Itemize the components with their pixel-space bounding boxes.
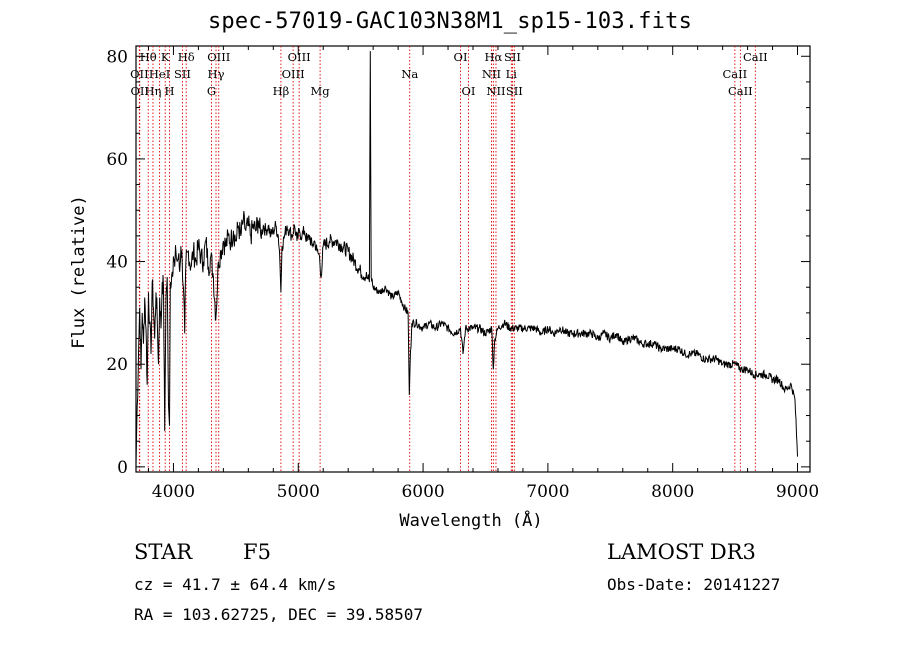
x-tick-label-7000: 7000 [526,482,569,502]
line-label-22: SII [504,50,521,64]
line-label-20: NII [482,67,501,81]
y-tick-label-20: 20 [106,355,128,375]
x-tick-label-8000: 8000 [651,482,694,502]
plot-frame [135,45,811,473]
y-tick-label-60: 60 [106,150,128,170]
subclass: F5 [243,540,271,564]
line-label-27: CaII [728,84,753,98]
line-label-0: Hθ [140,50,157,64]
line-label-4: HeI [149,67,170,81]
x-tick-label-9000: 9000 [776,482,819,502]
x-tick-label-4000: 4000 [152,482,195,502]
coordinates: RA = 103.62725, DEC = 39.58507 [134,605,423,624]
y-tick-label-40: 40 [106,253,128,273]
survey-name: LAMOST DR3 [607,540,756,564]
line-label-13: OIII [282,67,305,81]
line-label-8: Hδ [178,50,195,64]
object-class: STAR [134,540,193,564]
line-label-19: Hα [484,50,502,64]
line-label-18: OI [462,84,476,98]
flux-series [135,51,798,465]
line-label-7: H [165,84,175,98]
line-label-12: OIII [288,50,311,64]
line-label-15: Mg [311,84,331,98]
line-label-17: OI [454,50,468,64]
redshift-cz: cz = 41.7 ± 64.4 km/s [134,575,337,594]
line-label-23: Li [506,67,518,81]
line-label-11: G [207,84,216,98]
x-tick-label-6000: 6000 [401,482,444,502]
x-axis-label: Wavelength (Å) [399,511,543,531]
line-label-14: Hβ [273,84,290,98]
line-label-25: CaII [743,50,768,64]
line-label-2: OII [130,84,149,98]
chart-title: spec-57019-GAC103N38M1_sp15-103.fits [207,9,693,34]
line-label-16: Na [401,67,418,81]
line-label-24: SII [506,84,523,98]
line-label-26: CaII [722,67,747,81]
x-tick-label-5000: 5000 [277,482,320,502]
y-axis-label: Flux (relative) [69,195,89,349]
y-tick-label-80: 80 [106,47,128,67]
y-tick-label-0: 0 [117,458,128,478]
line-label-1: OII [130,67,149,81]
obs-date: Obs-Date: 20141227 [607,575,781,594]
line-label-6: SII [174,67,191,81]
line-label-10: Hγ [208,67,225,81]
line-label-3: Hη [145,84,162,98]
line-label-9: OIII [207,50,230,64]
line-label-21: NII [486,84,505,98]
line-label-5: K [161,50,170,64]
